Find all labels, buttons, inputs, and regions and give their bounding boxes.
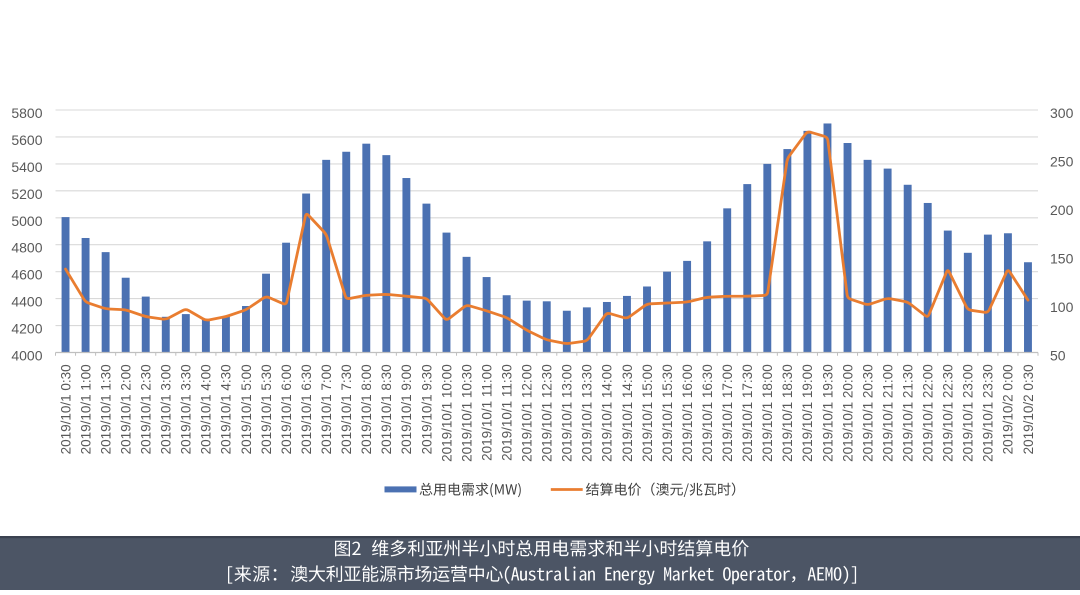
- svg-text:2019/10/1 15:30: 2019/10/1 15:30: [660, 364, 675, 462]
- svg-text:200: 200: [1050, 202, 1074, 218]
- svg-text:2019/10/1 9:30: 2019/10/1 9:30: [419, 364, 434, 454]
- svg-text:2019/10/1 19:30: 2019/10/1 19:30: [820, 364, 835, 462]
- svg-text:2019/10/1 1:00: 2019/10/1 1:00: [78, 364, 93, 454]
- svg-text:2019/10/1 5:00: 2019/10/1 5:00: [239, 364, 254, 454]
- svg-text:2019/10/1 6:00: 2019/10/1 6:00: [279, 364, 294, 454]
- svg-text:2019/10/1 23:00: 2019/10/1 23:00: [961, 364, 976, 462]
- svg-text:2019/10/1 12:30: 2019/10/1 12:30: [540, 364, 555, 462]
- svg-text:2019/10/1 22:00: 2019/10/1 22:00: [921, 364, 936, 462]
- svg-text:250: 250: [1050, 154, 1074, 170]
- svg-text:2019/10/2 0:30: 2019/10/2 0:30: [1021, 364, 1036, 454]
- svg-text:4400: 4400: [11, 294, 42, 310]
- svg-text:2019/10/1 13:00: 2019/10/1 13:00: [560, 364, 575, 462]
- svg-text:5400: 5400: [11, 159, 42, 175]
- svg-text:2019/10/1 2:00: 2019/10/1 2:00: [118, 364, 133, 454]
- svg-text:2019/10/2 0:00: 2019/10/2 0:00: [1001, 364, 1016, 454]
- svg-text:2019/10/1 23:30: 2019/10/1 23:30: [981, 364, 996, 462]
- svg-text:4800: 4800: [11, 240, 42, 256]
- svg-text:2019/10/1 8:00: 2019/10/1 8:00: [359, 364, 374, 454]
- svg-text:2019/10/1 6:30: 2019/10/1 6:30: [299, 364, 314, 454]
- svg-text:2019/10/1 17:30: 2019/10/1 17:30: [740, 364, 755, 462]
- svg-text:2019/10/1 5:30: 2019/10/1 5:30: [259, 364, 274, 454]
- svg-text:5600: 5600: [11, 132, 42, 148]
- svg-text:2019/10/1 22:30: 2019/10/1 22:30: [941, 364, 956, 462]
- svg-text:50: 50: [1050, 348, 1066, 364]
- svg-text:2019/10/1 19:00: 2019/10/1 19:00: [800, 364, 815, 462]
- svg-text:2019/10/1 14:30: 2019/10/1 14:30: [620, 364, 635, 462]
- svg-text:4200: 4200: [11, 321, 42, 337]
- svg-text:2019/10/1 10:30: 2019/10/1 10:30: [459, 364, 474, 462]
- svg-text:2019/10/1 7:30: 2019/10/1 7:30: [339, 364, 354, 454]
- svg-text:2019/10/1 8:30: 2019/10/1 8:30: [379, 364, 394, 454]
- svg-text:2019/10/1 18:00: 2019/10/1 18:00: [760, 364, 775, 462]
- svg-text:2019/10/1 18:30: 2019/10/1 18:30: [780, 364, 795, 462]
- svg-text:300: 300: [1050, 105, 1074, 121]
- svg-text:2019/10/1 16:00: 2019/10/1 16:00: [680, 364, 695, 462]
- svg-text:2019/10/1 20:30: 2019/10/1 20:30: [860, 364, 875, 462]
- svg-text:5000: 5000: [11, 213, 42, 229]
- svg-text:100: 100: [1050, 299, 1074, 315]
- svg-text:2019/10/1 11:30: 2019/10/1 11:30: [499, 364, 514, 461]
- svg-text:2019/10/1 4:00: 2019/10/1 4:00: [199, 364, 214, 454]
- svg-text:2019/10/1 0:30: 2019/10/1 0:30: [58, 364, 73, 454]
- svg-text:2019/10/1 16:30: 2019/10/1 16:30: [700, 364, 715, 462]
- svg-text:2019/10/1 3:00: 2019/10/1 3:00: [159, 364, 174, 454]
- svg-text:2019/10/1 12:00: 2019/10/1 12:00: [520, 364, 535, 462]
- svg-text:2019/10/1 21:30: 2019/10/1 21:30: [900, 364, 915, 462]
- svg-text:2019/10/1 14:00: 2019/10/1 14:00: [600, 364, 615, 462]
- svg-text:2019/10/1 10:00: 2019/10/1 10:00: [439, 364, 454, 462]
- svg-text:5200: 5200: [11, 186, 42, 202]
- svg-text:2019/10/1 13:30: 2019/10/1 13:30: [580, 364, 595, 462]
- svg-text:2019/10/1 2:30: 2019/10/1 2:30: [139, 364, 154, 454]
- svg-text:4000: 4000: [11, 348, 42, 364]
- svg-text:2019/10/1 4:30: 2019/10/1 4:30: [219, 364, 234, 454]
- svg-text:2019/10/1 17:00: 2019/10/1 17:00: [720, 364, 735, 462]
- svg-text:2019/10/1 11:00: 2019/10/1 11:00: [479, 364, 494, 461]
- svg-text:150: 150: [1050, 251, 1074, 267]
- svg-text:2019/10/1 9:00: 2019/10/1 9:00: [399, 364, 414, 454]
- svg-text:2019/10/1 21:00: 2019/10/1 21:00: [880, 364, 895, 462]
- svg-text:2019/10/1 1:30: 2019/10/1 1:30: [98, 364, 113, 454]
- svg-text:2019/10/1 3:30: 2019/10/1 3:30: [179, 364, 194, 454]
- svg-text:5800: 5800: [11, 105, 42, 121]
- svg-text:4600: 4600: [11, 267, 42, 283]
- svg-text:2019/10/1 20:00: 2019/10/1 20:00: [840, 364, 855, 462]
- svg-text:2019/10/1 7:00: 2019/10/1 7:00: [319, 364, 334, 454]
- svg-text:2019/10/1 15:00: 2019/10/1 15:00: [640, 364, 655, 462]
